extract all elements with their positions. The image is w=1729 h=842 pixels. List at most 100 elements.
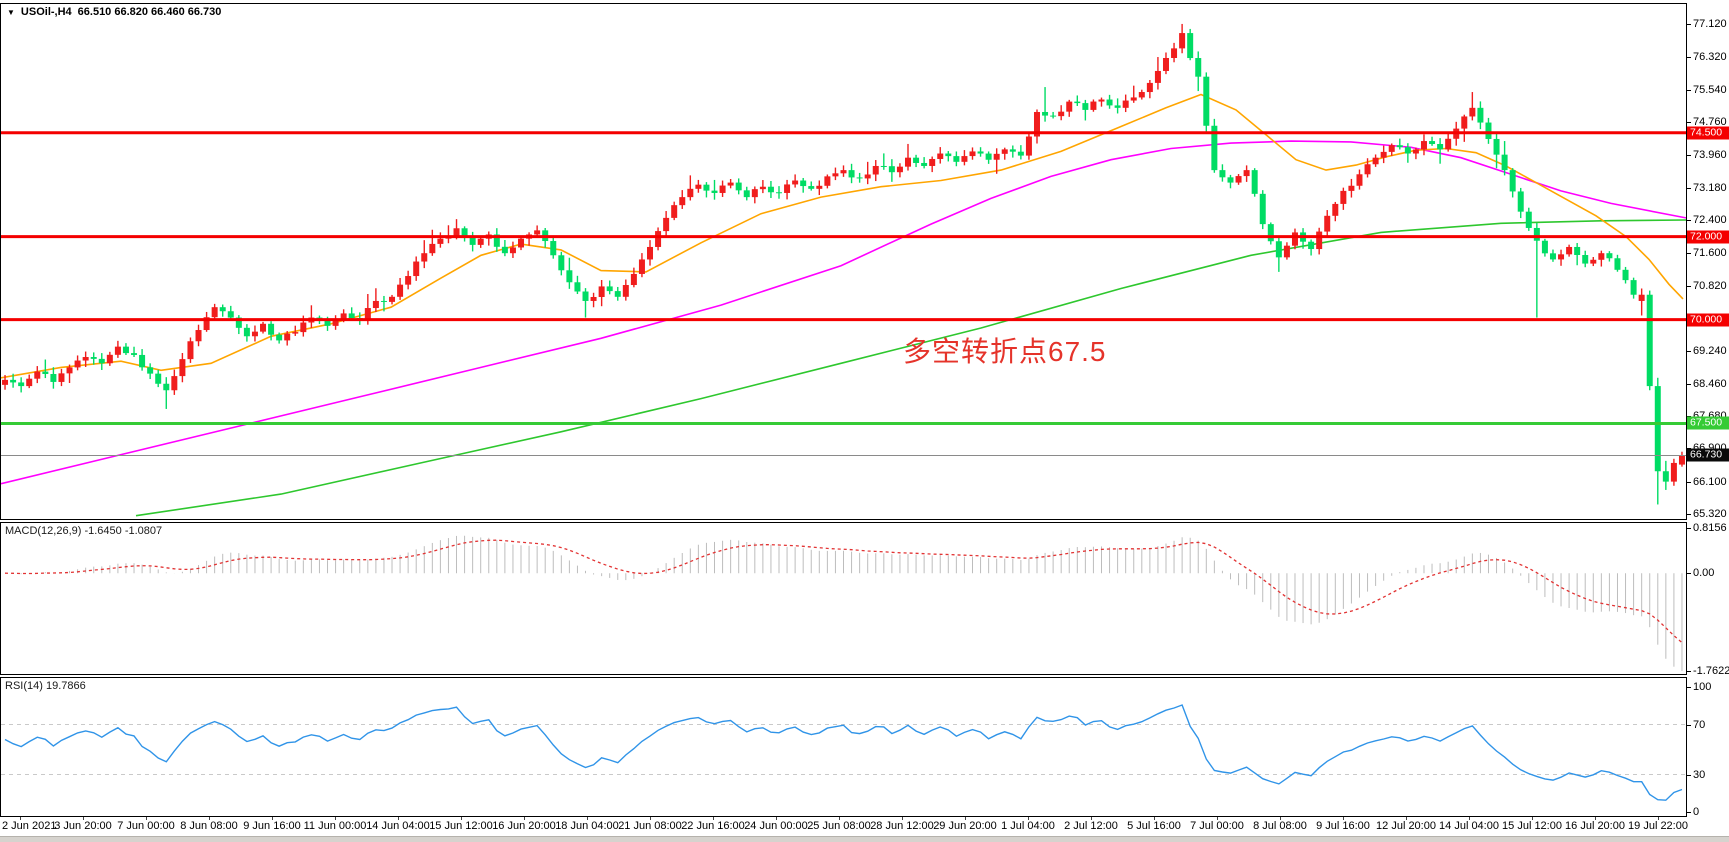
rsi-panel[interactable] bbox=[0, 677, 1687, 817]
time-axis-label: 2 Jun 2021 bbox=[2, 820, 57, 832]
time-tick bbox=[1217, 817, 1218, 820]
price-tick bbox=[1687, 57, 1691, 59]
time-axis-label: 3 Jun 20:00 bbox=[54, 820, 112, 832]
macd-tick bbox=[1687, 528, 1691, 529]
macd-tick bbox=[1687, 573, 1691, 575]
price-tick-label: 76.320 bbox=[1693, 51, 1727, 64]
time-tick bbox=[1532, 817, 1533, 820]
price-tick bbox=[1687, 121, 1691, 123]
macd-tick-label: 0.8156 bbox=[1693, 522, 1727, 534]
macd-panel[interactable] bbox=[0, 522, 1687, 675]
rsi-tick-label: 70 bbox=[1693, 718, 1706, 731]
time-tick bbox=[1469, 817, 1470, 820]
time-tick bbox=[650, 817, 651, 820]
time-axis-label: 7 Jul 00:00 bbox=[1190, 820, 1244, 832]
price-level-badge: 74.500 bbox=[1687, 126, 1729, 140]
time-axis-label: 16 Jul 20:00 bbox=[1565, 820, 1625, 832]
price-tick-label: 70.820 bbox=[1693, 279, 1727, 292]
time-tick bbox=[839, 817, 840, 820]
time-tick bbox=[1280, 817, 1281, 820]
price-tick bbox=[1687, 285, 1691, 287]
slow-ma bbox=[135, 219, 1686, 517]
price-tick bbox=[1687, 89, 1691, 91]
time-axis-label: 11 Jun 00:00 bbox=[303, 820, 367, 832]
time-axis-label: 1 Jul 04:00 bbox=[1001, 820, 1055, 832]
rsi-tick bbox=[1687, 687, 1691, 688]
rsi-tick bbox=[1687, 724, 1691, 726]
symbol-title: ▼ USOil-,H4 66.510 66.820 66.460 66.730 bbox=[7, 6, 221, 18]
time-tick bbox=[713, 817, 714, 820]
rsi-indicator-label: RSI(14) 19.7866 bbox=[5, 680, 86, 692]
symbol-dropdown-icon[interactable]: ▼ bbox=[7, 7, 15, 17]
time-tick bbox=[1154, 817, 1155, 820]
price-tick-label: 66.100 bbox=[1693, 475, 1727, 488]
time-axis-label: 21 Jun 08:00 bbox=[618, 820, 682, 832]
time-axis-label: 7 Jun 00:00 bbox=[117, 820, 175, 832]
price-level-badge: 72.000 bbox=[1687, 230, 1729, 244]
time-tick bbox=[398, 817, 399, 820]
fast-ma bbox=[1, 93, 1684, 379]
time-axis-label: 9 Jul 16:00 bbox=[1316, 820, 1370, 832]
price-tick-label: 72.400 bbox=[1693, 213, 1727, 226]
macd-histogram bbox=[12, 535, 1683, 671]
time-axis-label: 5 Jul 16:00 bbox=[1127, 820, 1181, 832]
rsi-tick bbox=[1687, 774, 1691, 776]
price-tick bbox=[1687, 23, 1691, 25]
rsi-tick bbox=[1687, 812, 1691, 813]
time-axis-label: 18 Jun 04:00 bbox=[555, 820, 619, 832]
candles bbox=[2, 23, 1685, 505]
time-axis-label: 8 Jul 08:00 bbox=[1253, 820, 1307, 832]
price-tick bbox=[1687, 416, 1691, 417]
price-tick bbox=[1687, 155, 1691, 157]
time-axis-label: 9 Jun 16:00 bbox=[243, 820, 301, 832]
time-axis-label: 25 Jun 08:00 bbox=[807, 820, 871, 832]
time-tick bbox=[209, 817, 210, 820]
time-tick bbox=[461, 817, 462, 820]
time-tick bbox=[1028, 817, 1029, 820]
time-axis-label: 8 Jun 08:00 bbox=[180, 820, 238, 832]
price-tick-label: 69.240 bbox=[1693, 345, 1727, 358]
time-axis-label: 2 Jul 12:00 bbox=[1064, 820, 1118, 832]
price-tick-label: 77.120 bbox=[1693, 17, 1727, 30]
time-axis-label: 22 Jun 16:00 bbox=[681, 820, 745, 832]
price-tick-label: 68.460 bbox=[1693, 377, 1727, 390]
price-tick bbox=[1687, 481, 1691, 483]
chart-annotation-text[interactable]: 多空转折点67.5 bbox=[903, 336, 1107, 367]
main-price-panel[interactable] bbox=[0, 3, 1687, 520]
rsi-tick-label: 30 bbox=[1693, 768, 1706, 781]
time-tick bbox=[20, 817, 21, 820]
rsi-tick-label: 0 bbox=[1693, 806, 1700, 818]
rsi-tick-label: 100 bbox=[1693, 681, 1712, 693]
time-axis-label: 15 Jun 12:00 bbox=[429, 820, 493, 832]
time-tick bbox=[335, 817, 336, 820]
time-tick bbox=[83, 817, 84, 820]
time-tick bbox=[146, 817, 147, 820]
time-axis-label: 28 Jun 12:00 bbox=[870, 820, 934, 832]
price-tick bbox=[1687, 253, 1691, 255]
time-axis-label: 19 Jul 22:00 bbox=[1628, 820, 1688, 832]
price-tick-label: 75.540 bbox=[1693, 83, 1727, 96]
time-tick bbox=[1595, 817, 1596, 820]
time-axis-label: 24 Jun 00:00 bbox=[744, 820, 808, 832]
time-tick bbox=[524, 817, 525, 820]
price-tick-label: 73.960 bbox=[1693, 149, 1727, 162]
macd-tick bbox=[1687, 671, 1691, 672]
macd-tick-label: 0.00 bbox=[1693, 567, 1715, 580]
time-axis-label: 14 Jun 04:00 bbox=[366, 820, 430, 832]
ohlc-values: 66.510 66.820 66.460 66.730 bbox=[77, 6, 222, 18]
rsi-line bbox=[4, 704, 1683, 801]
symbol-timeframe-label: USOil-,H4 bbox=[20, 6, 72, 18]
price-tick bbox=[1687, 514, 1691, 516]
time-tick bbox=[587, 817, 588, 820]
price-tick bbox=[1687, 187, 1691, 189]
time-tick bbox=[272, 817, 273, 820]
price-tick-label: 71.600 bbox=[1693, 247, 1727, 260]
price-level-badge: 66.730 bbox=[1687, 448, 1729, 462]
time-axis-label: 12 Jul 20:00 bbox=[1376, 820, 1436, 832]
price-tick bbox=[1687, 448, 1691, 450]
time-tick bbox=[1343, 817, 1344, 820]
time-axis-label: 14 Jul 04:00 bbox=[1439, 820, 1499, 832]
price-tick bbox=[1687, 219, 1691, 221]
time-axis-label: 29 Jun 20:00 bbox=[933, 820, 997, 832]
